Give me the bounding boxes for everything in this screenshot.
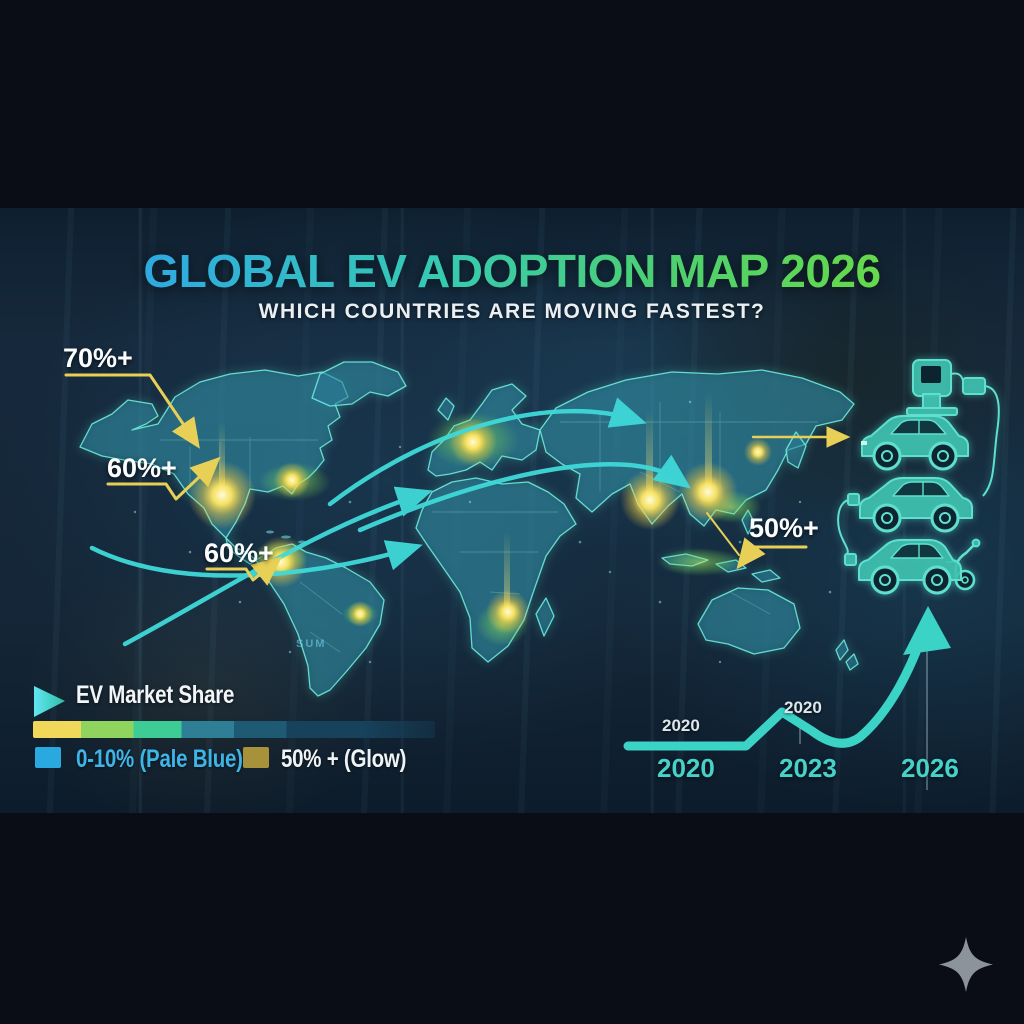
- page-title: GLOBAL EV ADOPTION MAP 2026: [0, 244, 1024, 298]
- trend-point-label: 2020: [662, 716, 700, 735]
- crossover-car-icon: [844, 538, 981, 595]
- legend-swatch-pale-blue: [35, 747, 61, 768]
- legend-item-label: 50% + (Glow): [281, 745, 407, 773]
- island-uk: [437, 397, 455, 421]
- trend-point-label: 2020: [784, 698, 822, 717]
- ev-icons-panel: [837, 359, 1000, 595]
- continent-greenland: [311, 361, 407, 407]
- axis-year-2026: 2026: [901, 753, 959, 783]
- continent-australia: [697, 587, 801, 655]
- continent-africa: [415, 477, 577, 663]
- callout-label-50: 50%+: [749, 513, 819, 543]
- suv-car-icon: [861, 415, 969, 471]
- map-glow-beams: [219, 392, 712, 612]
- ev-charging-station-icon: [906, 359, 1000, 497]
- charging-cable: [837, 499, 849, 555]
- map-micro-label: SUM: [296, 638, 327, 650]
- callout-label-70: 70%+: [63, 343, 133, 373]
- axis-year-2023: 2023: [779, 753, 837, 783]
- charging-cable: [982, 385, 1000, 497]
- callout-label-60-south-america: 60%+: [204, 538, 274, 568]
- islands-new-zealand: [835, 639, 859, 671]
- legend-gradient-bar: [33, 721, 435, 738]
- legend-swatch-glow: [243, 747, 269, 768]
- four-point-star-icon: [939, 937, 993, 992]
- continents: [79, 361, 859, 697]
- sedan-car-icon: [837, 477, 973, 555]
- flow-arrow-to-china: [357, 454, 692, 533]
- flow-arrow-to-central-asia: [327, 397, 647, 507]
- axis-year-2020: 2020: [657, 753, 715, 783]
- page-subtitle: WHICH COUNTRIES ARE MOVING FASTEST?: [258, 300, 766, 323]
- island-japan: [785, 431, 807, 469]
- legend-title: EV Market Share: [76, 681, 235, 709]
- callout-label-60-north-america: 60%+: [107, 453, 177, 483]
- legend-item-label: 0-10% (Pale Blue): [76, 745, 243, 773]
- island-madagascar: [535, 597, 555, 637]
